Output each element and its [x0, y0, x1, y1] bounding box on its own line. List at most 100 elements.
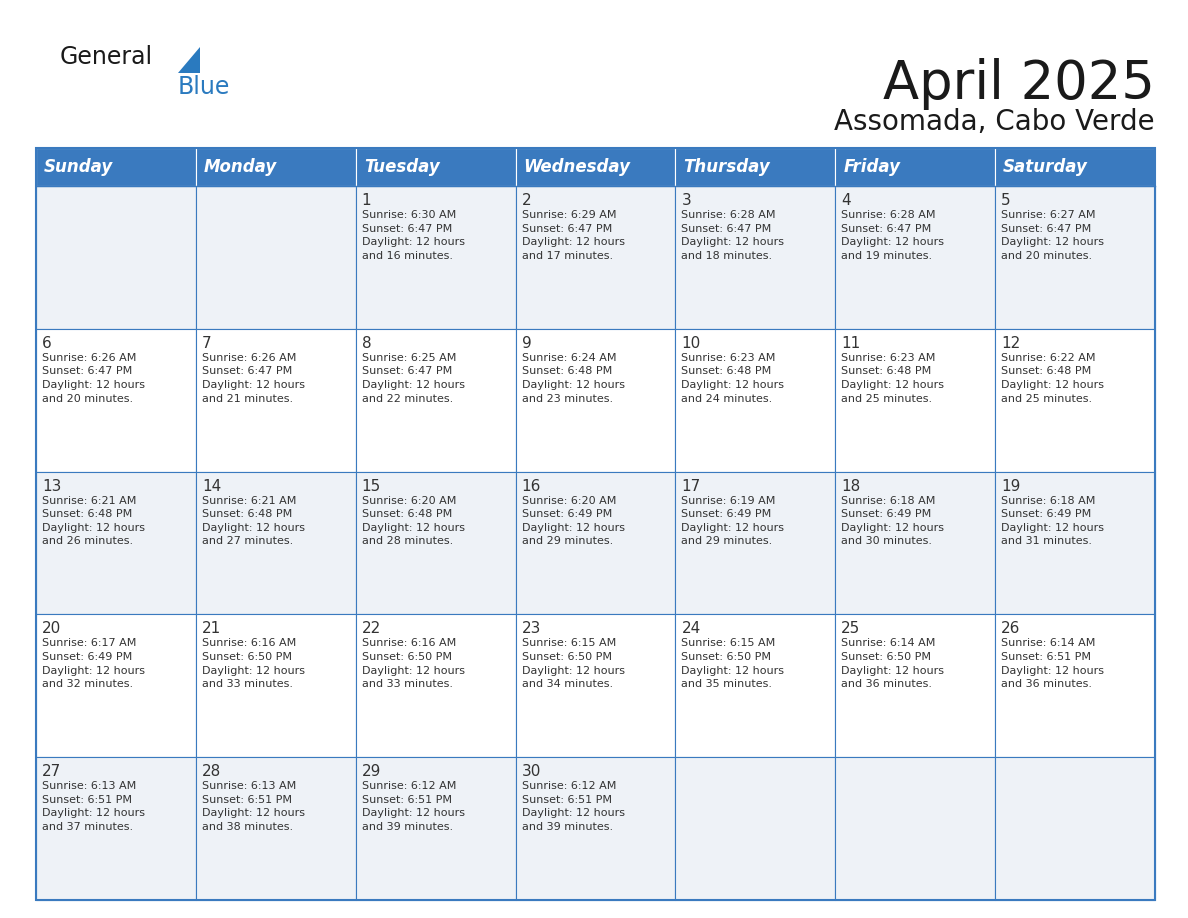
- Bar: [676, 186, 835, 329]
- Text: 15: 15: [361, 478, 381, 494]
- Bar: [36, 148, 1155, 900]
- Bar: [516, 614, 676, 757]
- Text: 14: 14: [202, 478, 221, 494]
- Bar: [516, 472, 676, 614]
- Bar: [835, 472, 996, 614]
- Bar: [996, 472, 1155, 614]
- Bar: [196, 472, 355, 614]
- Bar: [996, 614, 1155, 757]
- Text: Sunrise: 6:24 AM
Sunset: 6:48 PM
Daylight: 12 hours
and 23 minutes.: Sunrise: 6:24 AM Sunset: 6:48 PM Dayligh…: [522, 353, 625, 404]
- Text: 19: 19: [1001, 478, 1020, 494]
- Bar: [36, 472, 196, 614]
- Text: Sunrise: 6:29 AM
Sunset: 6:47 PM
Daylight: 12 hours
and 17 minutes.: Sunrise: 6:29 AM Sunset: 6:47 PM Dayligh…: [522, 210, 625, 261]
- Bar: [996, 148, 1155, 186]
- Bar: [355, 472, 516, 614]
- Text: Sunrise: 6:14 AM
Sunset: 6:51 PM
Daylight: 12 hours
and 36 minutes.: Sunrise: 6:14 AM Sunset: 6:51 PM Dayligh…: [1001, 638, 1104, 689]
- Bar: [996, 329, 1155, 472]
- Bar: [996, 757, 1155, 900]
- Text: Tuesday: Tuesday: [364, 158, 440, 176]
- Text: Wednesday: Wednesday: [524, 158, 631, 176]
- Text: Sunrise: 6:19 AM
Sunset: 6:49 PM
Daylight: 12 hours
and 29 minutes.: Sunrise: 6:19 AM Sunset: 6:49 PM Dayligh…: [682, 496, 784, 546]
- Bar: [676, 757, 835, 900]
- Text: 9: 9: [522, 336, 531, 351]
- Text: Sunrise: 6:28 AM
Sunset: 6:47 PM
Daylight: 12 hours
and 19 minutes.: Sunrise: 6:28 AM Sunset: 6:47 PM Dayligh…: [841, 210, 944, 261]
- Bar: [676, 614, 835, 757]
- Text: 28: 28: [202, 764, 221, 779]
- Text: Sunrise: 6:25 AM
Sunset: 6:47 PM
Daylight: 12 hours
and 22 minutes.: Sunrise: 6:25 AM Sunset: 6:47 PM Dayligh…: [361, 353, 465, 404]
- Bar: [36, 614, 196, 757]
- Bar: [196, 757, 355, 900]
- Bar: [516, 186, 676, 329]
- Text: Sunrise: 6:16 AM
Sunset: 6:50 PM
Daylight: 12 hours
and 33 minutes.: Sunrise: 6:16 AM Sunset: 6:50 PM Dayligh…: [361, 638, 465, 689]
- Text: 23: 23: [522, 621, 541, 636]
- Text: Thursday: Thursday: [683, 158, 770, 176]
- Bar: [355, 757, 516, 900]
- Bar: [36, 186, 196, 329]
- Text: Sunrise: 6:23 AM
Sunset: 6:48 PM
Daylight: 12 hours
and 24 minutes.: Sunrise: 6:23 AM Sunset: 6:48 PM Dayligh…: [682, 353, 784, 404]
- Text: 21: 21: [202, 621, 221, 636]
- Bar: [676, 329, 835, 472]
- Text: Saturday: Saturday: [1003, 158, 1088, 176]
- Text: Sunrise: 6:20 AM
Sunset: 6:49 PM
Daylight: 12 hours
and 29 minutes.: Sunrise: 6:20 AM Sunset: 6:49 PM Dayligh…: [522, 496, 625, 546]
- Text: 24: 24: [682, 621, 701, 636]
- Text: 10: 10: [682, 336, 701, 351]
- Text: 26: 26: [1001, 621, 1020, 636]
- Text: Friday: Friday: [843, 158, 901, 176]
- Text: Sunrise: 6:26 AM
Sunset: 6:47 PM
Daylight: 12 hours
and 21 minutes.: Sunrise: 6:26 AM Sunset: 6:47 PM Dayligh…: [202, 353, 305, 404]
- Bar: [835, 614, 996, 757]
- Bar: [355, 148, 516, 186]
- Text: General: General: [61, 45, 153, 69]
- Text: 1: 1: [361, 193, 372, 208]
- Text: Sunrise: 6:13 AM
Sunset: 6:51 PM
Daylight: 12 hours
and 38 minutes.: Sunrise: 6:13 AM Sunset: 6:51 PM Dayligh…: [202, 781, 305, 832]
- Text: 11: 11: [841, 336, 860, 351]
- Text: 7: 7: [202, 336, 211, 351]
- Bar: [36, 148, 196, 186]
- Text: 16: 16: [522, 478, 541, 494]
- Text: Sunrise: 6:18 AM
Sunset: 6:49 PM
Daylight: 12 hours
and 30 minutes.: Sunrise: 6:18 AM Sunset: 6:49 PM Dayligh…: [841, 496, 944, 546]
- Text: April 2025: April 2025: [883, 58, 1155, 110]
- Bar: [355, 186, 516, 329]
- Polygon shape: [178, 47, 200, 73]
- Text: 25: 25: [841, 621, 860, 636]
- Bar: [196, 329, 355, 472]
- Text: 4: 4: [841, 193, 851, 208]
- Bar: [835, 757, 996, 900]
- Text: Sunrise: 6:15 AM
Sunset: 6:50 PM
Daylight: 12 hours
and 34 minutes.: Sunrise: 6:15 AM Sunset: 6:50 PM Dayligh…: [522, 638, 625, 689]
- Bar: [36, 757, 196, 900]
- Text: 27: 27: [42, 764, 62, 779]
- Text: Sunrise: 6:13 AM
Sunset: 6:51 PM
Daylight: 12 hours
and 37 minutes.: Sunrise: 6:13 AM Sunset: 6:51 PM Dayligh…: [42, 781, 145, 832]
- Text: Sunrise: 6:22 AM
Sunset: 6:48 PM
Daylight: 12 hours
and 25 minutes.: Sunrise: 6:22 AM Sunset: 6:48 PM Dayligh…: [1001, 353, 1104, 404]
- Text: Sunrise: 6:27 AM
Sunset: 6:47 PM
Daylight: 12 hours
and 20 minutes.: Sunrise: 6:27 AM Sunset: 6:47 PM Dayligh…: [1001, 210, 1104, 261]
- Bar: [36, 329, 196, 472]
- Text: 22: 22: [361, 621, 381, 636]
- Text: 5: 5: [1001, 193, 1011, 208]
- Bar: [196, 614, 355, 757]
- Text: 12: 12: [1001, 336, 1020, 351]
- Bar: [355, 329, 516, 472]
- Text: Sunrise: 6:12 AM
Sunset: 6:51 PM
Daylight: 12 hours
and 39 minutes.: Sunrise: 6:12 AM Sunset: 6:51 PM Dayligh…: [361, 781, 465, 832]
- Text: 18: 18: [841, 478, 860, 494]
- Text: Sunrise: 6:23 AM
Sunset: 6:48 PM
Daylight: 12 hours
and 25 minutes.: Sunrise: 6:23 AM Sunset: 6:48 PM Dayligh…: [841, 353, 944, 404]
- Text: Sunrise: 6:16 AM
Sunset: 6:50 PM
Daylight: 12 hours
and 33 minutes.: Sunrise: 6:16 AM Sunset: 6:50 PM Dayligh…: [202, 638, 305, 689]
- Text: 8: 8: [361, 336, 372, 351]
- Bar: [676, 472, 835, 614]
- Bar: [355, 614, 516, 757]
- Bar: [676, 148, 835, 186]
- Bar: [835, 186, 996, 329]
- Bar: [516, 329, 676, 472]
- Text: Monday: Monday: [204, 158, 277, 176]
- Text: Sunrise: 6:21 AM
Sunset: 6:48 PM
Daylight: 12 hours
and 27 minutes.: Sunrise: 6:21 AM Sunset: 6:48 PM Dayligh…: [202, 496, 305, 546]
- Text: Sunday: Sunday: [44, 158, 113, 176]
- Text: Sunrise: 6:20 AM
Sunset: 6:48 PM
Daylight: 12 hours
and 28 minutes.: Sunrise: 6:20 AM Sunset: 6:48 PM Dayligh…: [361, 496, 465, 546]
- Text: Sunrise: 6:14 AM
Sunset: 6:50 PM
Daylight: 12 hours
and 36 minutes.: Sunrise: 6:14 AM Sunset: 6:50 PM Dayligh…: [841, 638, 944, 689]
- Text: Sunrise: 6:15 AM
Sunset: 6:50 PM
Daylight: 12 hours
and 35 minutes.: Sunrise: 6:15 AM Sunset: 6:50 PM Dayligh…: [682, 638, 784, 689]
- Text: Sunrise: 6:26 AM
Sunset: 6:47 PM
Daylight: 12 hours
and 20 minutes.: Sunrise: 6:26 AM Sunset: 6:47 PM Dayligh…: [42, 353, 145, 404]
- Text: Blue: Blue: [178, 75, 230, 99]
- Text: 13: 13: [42, 478, 62, 494]
- Text: Sunrise: 6:12 AM
Sunset: 6:51 PM
Daylight: 12 hours
and 39 minutes.: Sunrise: 6:12 AM Sunset: 6:51 PM Dayligh…: [522, 781, 625, 832]
- Text: 17: 17: [682, 478, 701, 494]
- Bar: [835, 329, 996, 472]
- Text: 29: 29: [361, 764, 381, 779]
- Bar: [196, 148, 355, 186]
- Text: Assomada, Cabo Verde: Assomada, Cabo Verde: [834, 108, 1155, 136]
